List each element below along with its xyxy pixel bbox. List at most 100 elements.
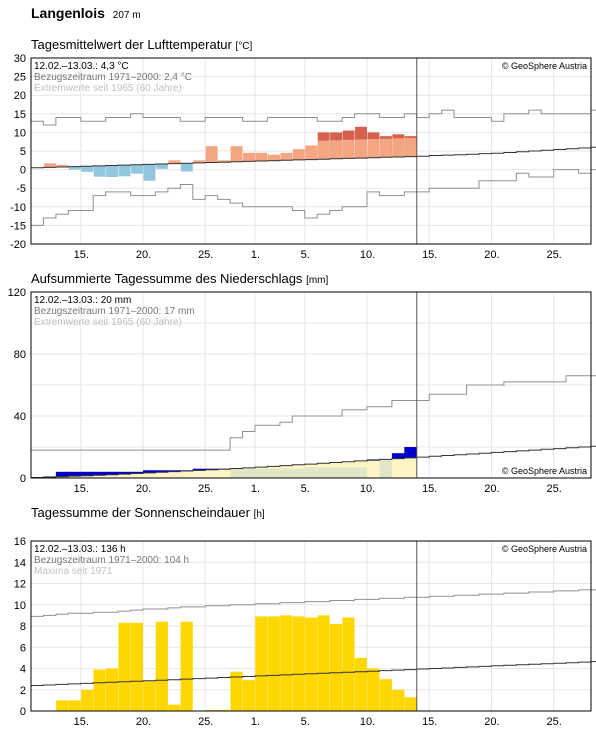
y-tick-label: 4 (20, 664, 26, 676)
x-tick-label: 20. (136, 483, 151, 495)
precipitation-excess-bar (167, 470, 181, 472)
precipitation-sum-bar (379, 459, 393, 478)
temperature-bar-base (355, 139, 367, 159)
sunshine-bar (105, 668, 119, 711)
precipitation-normal-area (155, 472, 169, 478)
precipitation-normal-area (167, 471, 181, 478)
temperature-bar (267, 154, 280, 161)
chart-panel-2: 0 2 4 6 8 10 12 14 16 15. 20. 25. 1. 5. 10. 15. 20. 25. 12… (14, 536, 596, 728)
y-tick-label: 2 (20, 685, 26, 697)
temperature-bar (155, 164, 168, 169)
temperature-title: Tagesmittelwert der Lufttemperatur (31, 37, 232, 52)
precipitation-excess-bar (55, 471, 69, 477)
temperature-unit: [°C] (235, 41, 253, 52)
precipitation-excess-bar (404, 447, 418, 458)
precipitation-normal-area (118, 474, 131, 478)
sunshine-bar (267, 616, 280, 711)
copyright-text: © GeoSphere Austria (502, 466, 587, 476)
sunshine-bar (155, 621, 168, 711)
precipitation-sum-bar (279, 468, 293, 478)
temperature-bar-base (330, 140, 343, 159)
y-tick-label: -20 (10, 239, 26, 251)
precipitation-excess-bar (105, 471, 119, 475)
y-tick-label: 5 (20, 146, 26, 158)
y-tick-label: -10 (10, 202, 26, 214)
x-tick-label: 10. (360, 716, 375, 728)
sunshine-bar (118, 622, 131, 711)
plot-frame (30, 291, 592, 479)
precipitation-excess-bar (118, 471, 131, 475)
sunshine-bar (68, 700, 81, 711)
precipitation-excess-bar (68, 471, 82, 477)
temperature-bar-base (342, 139, 355, 159)
chart-panel-0: -20 -15 -10 -5 0 5 10 15 20 25 30 15. 20. 25. 1. 5. 10. 1… (10, 53, 596, 261)
y-tick-label: 25 (14, 72, 26, 84)
x-tick-label: 20. (484, 716, 499, 728)
precipitation-normal-area (68, 476, 82, 478)
x-tick-label: 15. (74, 483, 89, 495)
temperature-bar (305, 145, 318, 160)
sunshine-bar (242, 680, 255, 711)
x-tick-label: 5. (301, 483, 310, 495)
sunshine-bar (379, 679, 392, 711)
summary-text: 12.02.–13.03.: 136 h (34, 544, 126, 555)
y-tick-label: 0 (20, 165, 26, 177)
reference-text: Bezugszeitraum 1971–2000: 2,4 °C (34, 72, 192, 83)
precipitation-excess-bar (192, 468, 206, 471)
copyright-text: © GeoSphere Austria (502, 544, 587, 554)
reference-text: Bezugszeitraum 1971–2000: 104 h (34, 555, 189, 566)
sunshine-bar (143, 681, 156, 711)
precipitation-title: Aufsummierte Tagessumme des Niederschlag… (31, 271, 303, 286)
precipitation-excess-bar (391, 453, 405, 459)
x-tick-label: 20. (484, 483, 499, 495)
temperature-panel-title: Tagesmittelwert der Lufttemperatur [°C] (31, 37, 252, 52)
extremes-note: Extremwerte seit 1965 (60 Jahre) (34, 317, 182, 328)
precipitation-normal-area (93, 475, 106, 478)
precipitation-sum-bar (317, 467, 330, 478)
x-tick-label: 25. (547, 716, 562, 728)
temperature-bar (243, 152, 255, 162)
temperature-bar (230, 146, 243, 162)
temperature-bar (93, 165, 106, 177)
copyright-text: © GeoSphere Austria (502, 61, 587, 71)
station-header: Langenlois 207 m (31, 5, 141, 21)
summary-text: 12.02.–13.03.: 4,3 °C (34, 61, 129, 72)
precipitation-normal-area (192, 470, 206, 478)
temperature-bar-base (367, 139, 380, 158)
sunshine-bar (93, 669, 106, 711)
sunshine-title: Tagessumme der Sonnenscheindauer (31, 505, 250, 520)
max-line (31, 375, 596, 451)
sunshine-panel-title: Tagessumme der Sonnenscheindauer [h] (31, 505, 265, 520)
sunshine-bar (305, 617, 318, 711)
precipitation-panel-title: Aufsummierte Tagessumme des Niederschlag… (31, 271, 328, 286)
extremes-note: Maxima seit 1971 (34, 566, 113, 577)
x-tick-label: 20. (136, 716, 151, 728)
reference-text: Bezugszeitraum 1971–2000: 17 mm (34, 306, 195, 317)
y-tick-label: 30 (14, 53, 26, 65)
sunshine-bar (56, 700, 69, 711)
sunshine-bar (329, 623, 343, 711)
precipitation-sum-bar (267, 468, 281, 478)
sunshine-bar (205, 709, 218, 711)
x-tick-label: 25. (198, 249, 213, 261)
temperature-bar (292, 149, 305, 160)
temperature-bar (168, 160, 181, 164)
temperature-bar (118, 165, 131, 177)
x-tick-label: 15. (74, 249, 89, 261)
y-tick-label: 120 (8, 287, 26, 299)
temperature-bar-base (404, 137, 417, 157)
x-tick-label: 15. (422, 716, 437, 728)
sunshine-bar (404, 697, 417, 711)
normal-line (31, 146, 596, 169)
y-tick-label: 80 (14, 349, 26, 361)
precipitation-sum-bar (354, 467, 368, 478)
precipitation-normal-area (130, 473, 144, 478)
x-tick-label: 25. (547, 249, 562, 261)
sunshine-bar (367, 668, 380, 711)
precipitation-excess-bar (155, 470, 169, 473)
sunshine-bar (280, 615, 293, 711)
y-tick-label: 0 (20, 473, 26, 485)
x-tick-label: 20. (484, 249, 499, 261)
sunshine-unit: [h] (253, 509, 265, 520)
temperature-bar (68, 166, 81, 170)
